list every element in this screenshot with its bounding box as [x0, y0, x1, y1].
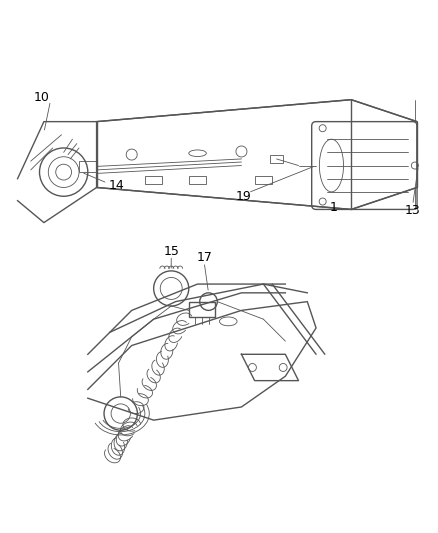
Text: 17: 17	[196, 251, 212, 264]
Text: 15: 15	[163, 245, 179, 257]
Bar	[79, 161, 96, 172]
Text: 10: 10	[34, 91, 49, 104]
Text: 13: 13	[404, 204, 420, 217]
Bar	[188, 302, 215, 317]
Bar	[188, 176, 206, 184]
Bar	[269, 155, 283, 163]
Text: 14: 14	[108, 179, 124, 192]
Text: 19: 19	[235, 190, 251, 203]
Text: 1: 1	[329, 201, 337, 214]
Bar	[145, 176, 162, 184]
Bar	[254, 176, 272, 184]
